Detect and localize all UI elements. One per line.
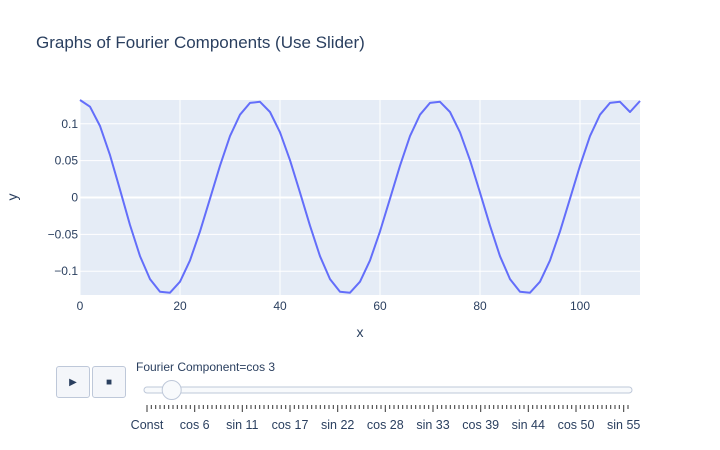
x-tick-label: 60	[373, 299, 387, 313]
series-line	[79, 99, 641, 294]
y-tick-label: −0.1	[54, 264, 78, 278]
slider-step-label[interactable]: cos 6	[180, 418, 210, 432]
slider-step-label[interactable]: cos 39	[462, 418, 499, 432]
y-tick-label: 0	[71, 191, 78, 205]
slider-ticks	[146, 405, 629, 412]
slider-step-label[interactable]: sin 55	[607, 418, 640, 432]
y-tick-label: 0.1	[61, 117, 78, 131]
slider-step-label[interactable]: sin 22	[321, 418, 354, 432]
stop-icon: ■	[105, 376, 113, 388]
y-tick-label: −0.05	[48, 227, 79, 241]
slider-tick-labels: Const cos 6 sin 11 cos 17 sin 22 cos 28 sin 33…	[131, 418, 641, 432]
y-tick-label: 0.05	[55, 154, 79, 168]
stop-button[interactable]: ■	[92, 366, 126, 398]
slider-step-label[interactable]: sin 33	[416, 418, 449, 432]
slider-step-label[interactable]: cos 28	[367, 418, 404, 432]
x-axis-label: x	[357, 324, 364, 340]
x-tick-label: 40	[273, 299, 287, 313]
play-button[interactable]: ▶	[56, 366, 90, 398]
slider-step-label[interactable]: Const	[131, 418, 164, 432]
x-tick-labels: 0 20 40 60 80 100	[77, 299, 591, 313]
y-axis-label: y	[4, 194, 20, 201]
x-tick-label: 100	[570, 299, 590, 313]
x-tick-label: 20	[173, 299, 187, 313]
series-group	[79, 99, 641, 294]
x-tick-label: 0	[77, 299, 84, 313]
y-gridlines	[80, 123, 640, 272]
slider-step-label[interactable]: cos 50	[558, 418, 595, 432]
slider-step-label[interactable]: sin 11	[226, 418, 258, 432]
slider-handle[interactable]	[161, 380, 182, 400]
y-tick-labels: 0.1 0.05 0 −0.05 −0.1	[48, 117, 79, 278]
x-tick-label: 80	[473, 299, 487, 313]
line-chart: 0 20 40 60 80 100 0.1 0.05 0 −0.05 −0.1 x y	[4, 99, 641, 340]
slider-rail	[143, 386, 633, 394]
slider-current-value: Fourier Component=cos 3	[136, 360, 276, 374]
slider-step-label[interactable]: sin 44	[512, 418, 545, 432]
play-icon: ▶	[69, 376, 77, 388]
chart-title: Graphs of Fourier Components (Use Slider…	[36, 33, 365, 52]
slider-step-label[interactable]: cos 17	[272, 418, 309, 432]
